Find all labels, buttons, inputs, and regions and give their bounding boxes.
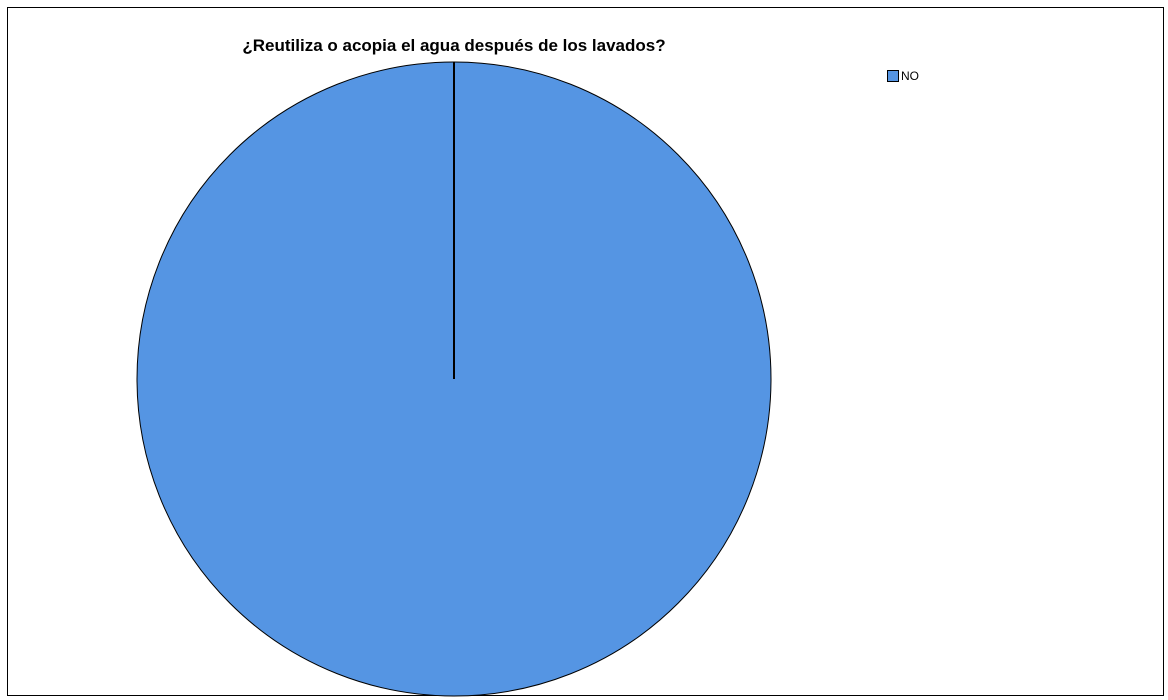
legend: NO bbox=[887, 69, 919, 83]
legend-label-no: NO bbox=[901, 69, 919, 83]
chart-title: ¿Reutiliza o acopia el agua después de l… bbox=[242, 36, 666, 55]
legend-swatch-no bbox=[887, 70, 899, 82]
